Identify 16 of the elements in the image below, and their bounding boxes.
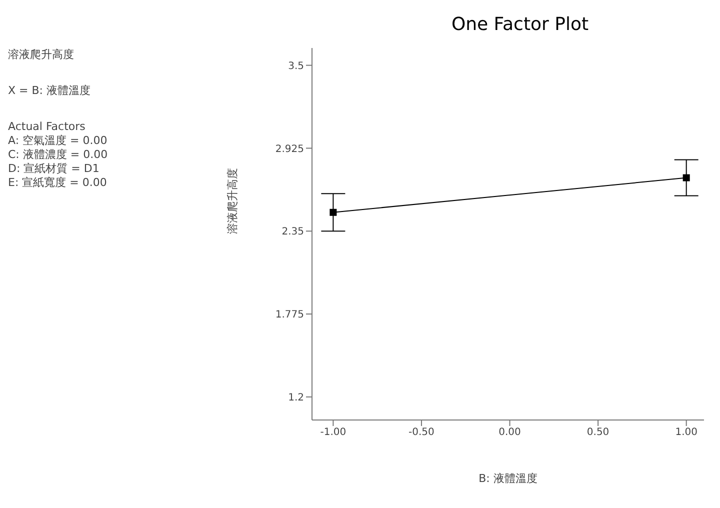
x-tick-label: 0.50 [586, 427, 610, 438]
y-axis-title: 溶液爬升高度 [226, 168, 239, 234]
y-tick-label: 1.775 [275, 310, 304, 321]
x-axis-title: B: 液體溫度 [478, 472, 538, 485]
text: 溶液爬升高度 [8, 48, 75, 62]
text: Actual Factors A: 空氣溫度 = 0.00 C: 液體濃度 = 0.00 D: 宣紙材質 = D1 E: 宣紙寬度 = 0.00 [8, 120, 108, 189]
y-tick-label: 3.5 [288, 60, 304, 72]
x-tick-label: 1.00 [675, 427, 698, 438]
y-tick-label: 1.2 [288, 392, 304, 404]
x-tick-label: -1.00 [320, 427, 346, 438]
y-tick-label: 2.925 [275, 144, 304, 155]
x-tick-label: 0.00 [498, 427, 521, 438]
y-tick-label: 2.35 [282, 226, 304, 238]
chart-title: One Factor Plot [451, 14, 589, 35]
x-tick-label: -0.50 [408, 427, 434, 438]
text: X = B: 液體溫度 [8, 84, 92, 98]
